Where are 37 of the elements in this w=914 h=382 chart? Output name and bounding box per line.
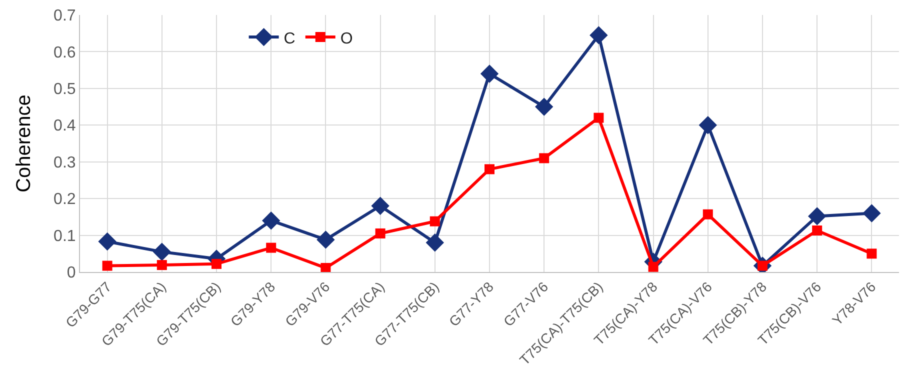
point	[98, 232, 116, 251]
point	[866, 248, 877, 259]
y-tick-label: 0.3	[54, 154, 76, 172]
point	[262, 212, 280, 230]
point	[484, 164, 494, 174]
point	[371, 196, 390, 216]
y-tick-label: 0	[66, 264, 76, 282]
point	[266, 242, 276, 253]
point	[594, 112, 604, 123]
point	[590, 26, 608, 44]
y-tick-label: 0.4	[54, 118, 76, 135]
point	[320, 262, 331, 272]
y-tick-label: 0.7	[54, 8, 76, 25]
point	[316, 230, 335, 249]
point	[862, 204, 881, 222]
point	[698, 116, 717, 134]
point	[808, 207, 826, 226]
point	[812, 226, 822, 236]
legend-label: C	[284, 30, 296, 48]
y-tick-label: 0.1	[54, 228, 76, 245]
y-tick-label: 0.5	[54, 81, 76, 98]
point	[430, 216, 440, 226]
y-tick-label: 0.2	[54, 191, 76, 208]
point	[480, 64, 499, 83]
point	[539, 153, 550, 164]
point	[152, 242, 171, 261]
point	[375, 228, 386, 238]
point	[102, 260, 112, 271]
point	[648, 262, 658, 272]
point	[535, 98, 554, 116]
point	[212, 258, 222, 269]
point	[702, 209, 713, 220]
y-axis-title: Coherence	[13, 94, 35, 192]
legend-label: O	[340, 30, 353, 48]
y-tick-label: 0.6	[54, 44, 76, 62]
point	[426, 234, 444, 252]
point	[156, 260, 167, 270]
